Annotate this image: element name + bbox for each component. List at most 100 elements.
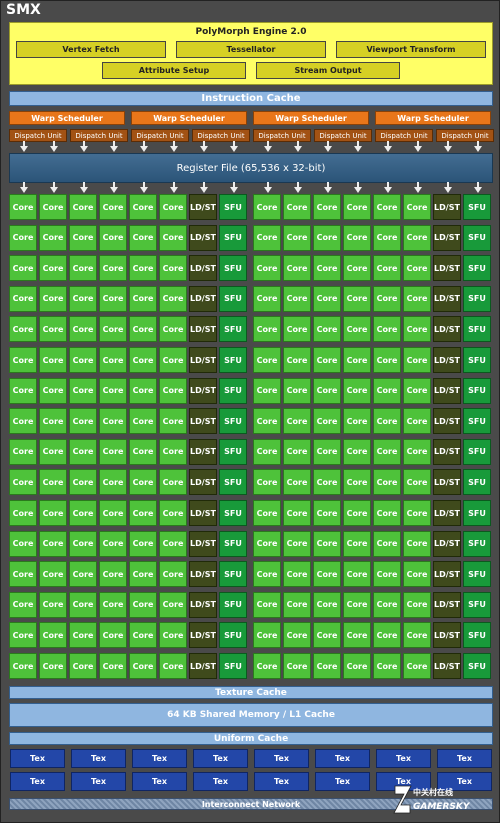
core-unit: Core: [343, 255, 371, 282]
core-unit: Core: [313, 408, 341, 435]
core-unit: Core: [373, 408, 401, 435]
core-unit: Core: [343, 347, 371, 373]
core-unit: Core: [343, 622, 371, 649]
sfu-unit: SFU: [463, 530, 491, 557]
core-unit: Core: [9, 622, 37, 649]
viewport-transform-box: Viewport Transform: [336, 41, 486, 58]
core-unit: Core: [373, 224, 401, 251]
core-unit: Core: [283, 530, 311, 557]
core-unit: Core: [39, 285, 67, 312]
instruction-cache: Instruction Cache: [9, 91, 493, 106]
core-unit: Core: [253, 408, 281, 435]
down-arrow-icon: [294, 182, 302, 193]
polymorph-title: PolyMorph Engine 2.0: [195, 27, 307, 37]
down-arrow-icon: [20, 182, 28, 193]
core-unit: Core: [403, 285, 431, 312]
sfu-unit: SFU: [463, 469, 491, 496]
tex-unit: Tex: [10, 749, 65, 768]
sfu-unit: SFU: [463, 347, 491, 373]
core-unit: Core: [283, 561, 311, 588]
core-row: Core Core Core Core Core Core LD/ST SFU Core Core…: [1, 469, 500, 496]
ldst-unit: LD/ST: [189, 285, 217, 312]
core-unit: Core: [159, 285, 187, 312]
core-unit: Core: [253, 316, 281, 343]
tex-unit: Tex: [254, 772, 309, 791]
core-unit: Core: [39, 377, 67, 404]
core-unit: Core: [313, 469, 341, 496]
warp-scheduler: Warp Scheduler: [375, 111, 491, 125]
core-unit: Core: [39, 653, 67, 679]
ldst-unit: LD/ST: [433, 561, 461, 588]
core-unit: Core: [343, 377, 371, 404]
core-unit: Core: [159, 469, 187, 496]
tex-unit: Tex: [376, 749, 431, 768]
core-unit: Core: [129, 347, 157, 373]
core-unit: Core: [253, 347, 281, 373]
down-arrow-icon: [170, 182, 178, 193]
down-arrow-icon: [384, 182, 392, 193]
sfu-unit: SFU: [219, 591, 247, 618]
down-arrow-icon: [140, 141, 148, 152]
tex-unit: Tex: [254, 749, 309, 768]
down-arrow-icon: [264, 182, 272, 193]
core-unit: Core: [313, 316, 341, 343]
texture-cache: Texture Cache: [9, 686, 493, 699]
core-unit: Core: [373, 285, 401, 312]
sfu-unit: SFU: [219, 530, 247, 557]
ldst-unit: LD/ST: [433, 347, 461, 373]
core-unit: Core: [129, 591, 157, 618]
ldst-unit: LD/ST: [189, 408, 217, 435]
down-arrow-icon: [354, 182, 362, 193]
sfu-unit: SFU: [463, 561, 491, 588]
core-row: Core Core Core Core Core Core LD/ST SFU Core Core…: [1, 561, 500, 588]
core-unit: Core: [403, 469, 431, 496]
down-arrow-icon: [230, 182, 238, 193]
ldst-unit: LD/ST: [189, 500, 217, 526]
core-unit: Core: [343, 500, 371, 526]
sfu-unit: SFU: [463, 285, 491, 312]
core-unit: Core: [99, 194, 127, 220]
core-unit: Core: [159, 316, 187, 343]
core-unit: Core: [159, 194, 187, 220]
core-unit: Core: [159, 530, 187, 557]
core-row: Core Core Core Core Core Core LD/ST SFU Core Core…: [1, 316, 500, 343]
down-arrow-icon: [324, 182, 332, 193]
down-arrow-icon: [294, 141, 302, 152]
core-unit: Core: [39, 408, 67, 435]
core-unit: Core: [283, 316, 311, 343]
core-unit: Core: [99, 469, 127, 496]
core-unit: Core: [313, 347, 341, 373]
core-unit: Core: [403, 347, 431, 373]
core-unit: Core: [99, 438, 127, 465]
interconnect-network: Interconnect Network: [9, 798, 493, 810]
core-unit: Core: [343, 561, 371, 588]
core-unit: Core: [253, 377, 281, 404]
core-unit: Core: [343, 408, 371, 435]
core-unit: Core: [253, 561, 281, 588]
sfu-unit: SFU: [463, 316, 491, 343]
tex-unit: Tex: [193, 749, 248, 768]
ldst-unit: LD/ST: [189, 377, 217, 404]
core-unit: Core: [129, 377, 157, 404]
down-arrow-icon: [474, 182, 482, 193]
sfu-unit: SFU: [219, 408, 247, 435]
core-unit: Core: [129, 255, 157, 282]
core-unit: Core: [373, 500, 401, 526]
core-unit: Core: [343, 224, 371, 251]
dispatch-unit: Dispatch Unit: [192, 129, 250, 142]
core-unit: Core: [373, 194, 401, 220]
core-unit: Core: [283, 224, 311, 251]
down-arrow-icon: [110, 182, 118, 193]
core-unit: Core: [373, 377, 401, 404]
core-unit: Core: [373, 653, 401, 679]
dispatch-unit: Dispatch Unit: [375, 129, 433, 142]
core-unit: Core: [159, 500, 187, 526]
core-unit: Core: [129, 469, 157, 496]
core-unit: Core: [343, 438, 371, 465]
core-unit: Core: [129, 285, 157, 312]
down-arrow-icon: [80, 141, 88, 152]
attribute-setup-box: Attribute Setup: [102, 62, 246, 79]
core-unit: Core: [9, 438, 37, 465]
core-unit: Core: [283, 408, 311, 435]
core-unit: Core: [343, 316, 371, 343]
